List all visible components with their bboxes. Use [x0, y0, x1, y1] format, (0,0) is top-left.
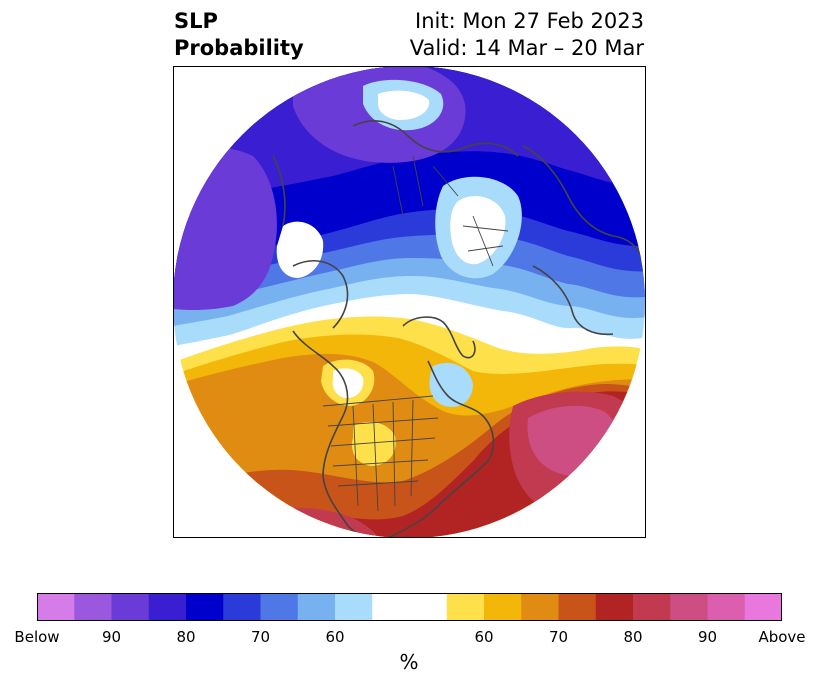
blue-spot-hudson — [429, 362, 473, 407]
colorbar-segment-below-6 — [260, 593, 299, 621]
colorbar-segment-above-5 — [633, 593, 671, 621]
blue-white-spot-pole — [450, 196, 506, 265]
colorbar-tick-label: 80 — [623, 628, 643, 646]
borders — [322, 155, 509, 512]
colorbar-frame — [37, 593, 782, 621]
title-line-probability: Probability — [174, 36, 304, 60]
colorbar-segment-below-5 — [223, 593, 261, 621]
colorbar-segment-below-3 — [148, 593, 187, 621]
probability-map — [173, 66, 646, 538]
colorbar-segment-below-1 — [74, 593, 112, 621]
coastlines — [272, 120, 644, 538]
colorbar-tick-label: 90 — [101, 628, 122, 646]
colorbar-tick-label: 90 — [697, 628, 718, 646]
blue-white-spot-north — [377, 90, 430, 120]
map-frame — [173, 66, 646, 538]
colorbar-segment-above-2 — [521, 593, 559, 621]
date-info: Init: Mon 27 Feb 2023 Valid: 14 Mar – 20… — [410, 8, 644, 62]
colorbar-tick-label: Above — [758, 628, 806, 646]
colorbar-segment-below-7 — [297, 593, 336, 621]
colorbar-tick-label: 70 — [548, 628, 569, 646]
colorbar-segment-neutral — [372, 593, 448, 621]
colorbar-segment-above-4 — [595, 593, 634, 621]
title-line-slp: SLP — [174, 9, 218, 33]
colorbar-segment-below-4 — [186, 593, 224, 621]
blue-white-spot-west — [276, 221, 324, 278]
colorbar-tick-label: Below — [14, 628, 60, 646]
colorbar-tick-label: 60 — [474, 628, 494, 646]
colorbar — [37, 593, 782, 621]
colorbar-segment-above-8 — [744, 593, 782, 621]
probability-shading — [173, 66, 645, 538]
warm-light-spot-us — [351, 421, 396, 466]
map-title: SLP Probability — [174, 8, 304, 62]
colorbar-segment-above-7 — [707, 593, 746, 621]
init-date: Init: Mon 27 Feb 2023 — [415, 9, 644, 33]
colorbar-segment-below-0 — [37, 593, 75, 621]
warm-white-spot — [332, 368, 364, 398]
colorbar-segment-above-6 — [670, 593, 708, 621]
colorbar-segment-above-1 — [484, 593, 522, 621]
valid-range: Valid: 14 Mar – 20 Mar — [409, 36, 644, 60]
colorbar-segment-above-3 — [558, 593, 597, 621]
colorbar-tick-label: 60 — [325, 628, 345, 646]
colorbar-segment-below-2 — [111, 593, 150, 621]
colorbar-tick-label: 70 — [250, 628, 271, 646]
colorbar-segment-below-8 — [335, 593, 373, 621]
colorbar-tick-label: 80 — [176, 628, 196, 646]
colorbar-unit: % — [399, 650, 419, 674]
colorbar-segment-above-0 — [446, 593, 485, 621]
